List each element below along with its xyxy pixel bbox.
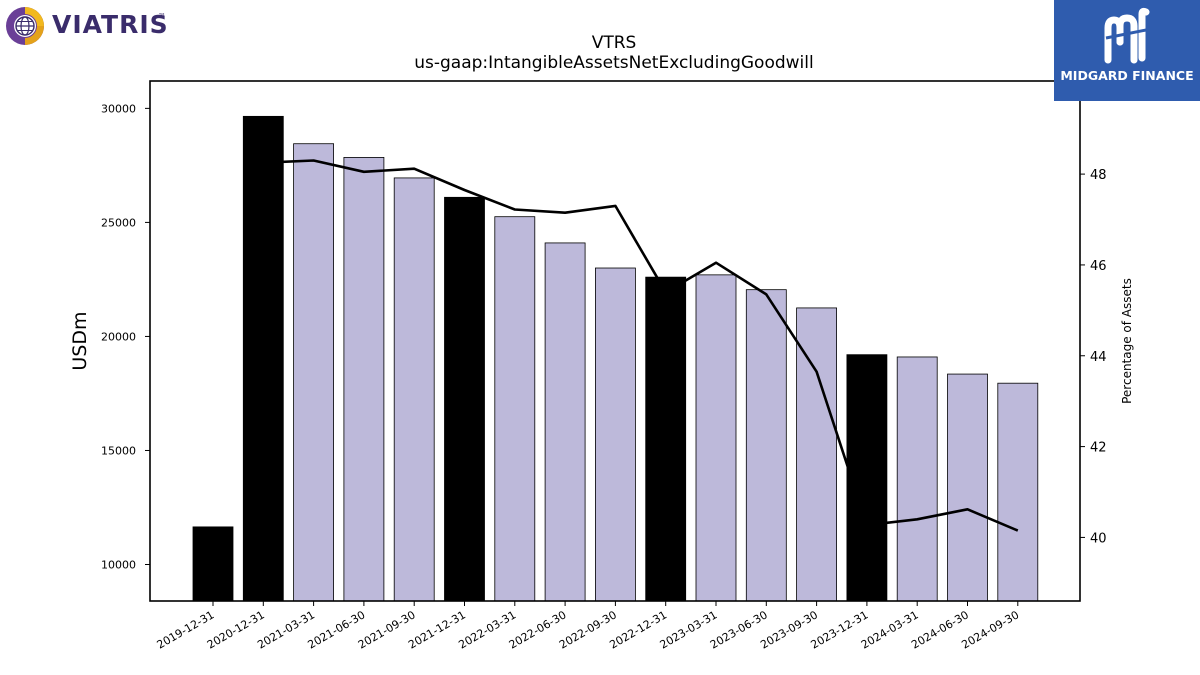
- bar-2021-12-31: [444, 196, 485, 602]
- viatris-logo: VIATRIS ™: [4, 4, 174, 48]
- bar-2020-12-31: [242, 115, 284, 602]
- x-tick-label: 2024-09-30: [959, 608, 1021, 651]
- bar-2023-09-30: [796, 307, 837, 602]
- bar-2022-06-30: [544, 242, 586, 602]
- bar-2023-12-31: [846, 354, 888, 602]
- y-tick-label: 15000: [101, 444, 136, 457]
- y2-tick-label: 48: [1090, 168, 1107, 183]
- bar-2024-09-30: [997, 382, 1039, 602]
- chart-subtitle: us-gaap:IntangibleAssetsNetExcludingGood…: [414, 53, 813, 73]
- y-tick-label: 30000: [101, 102, 136, 115]
- globe-icon: [6, 7, 44, 45]
- y2-tick-label: 42: [1090, 441, 1107, 456]
- percentage-line-series: [263, 159, 1019, 532]
- y-tick-label: 25000: [101, 216, 136, 229]
- y-tick-label: 20000: [101, 330, 136, 343]
- bar-2024-06-30: [947, 373, 988, 602]
- y2-tick-label: 46: [1090, 259, 1107, 274]
- y2-axis-label: Percentage of Assets: [1120, 278, 1134, 404]
- bar-series: [192, 115, 1039, 602]
- y2-tick-label: 44: [1090, 350, 1107, 365]
- bar-2022-03-31: [494, 216, 536, 602]
- bar-2019-12-31: [192, 526, 234, 602]
- bar-2022-12-31: [645, 276, 687, 602]
- bar-2021-03-31: [293, 143, 335, 602]
- bar-2021-06-30: [343, 157, 385, 602]
- chart-title: VTRS: [592, 33, 637, 53]
- bar-2023-06-30: [745, 289, 787, 602]
- bar-2021-09-30: [393, 177, 435, 602]
- bar-2024-03-31: [896, 356, 938, 602]
- bar-2023-03-31: [695, 274, 737, 602]
- midgard-m-icon: [1104, 7, 1150, 64]
- bar-2022-09-30: [595, 267, 636, 602]
- trademark-mark: ™: [158, 12, 166, 21]
- percentage-line: [263, 159, 1019, 532]
- y2-tick-label: 40: [1090, 531, 1107, 546]
- viatris-wordmark: VIATRIS: [52, 10, 169, 39]
- y-axis-label: USDm: [69, 311, 91, 370]
- midgard-finance-logo: MIDGARD FINANCE: [1054, 0, 1200, 101]
- y-tick-label: 10000: [101, 559, 136, 572]
- midgard-wordmark: MIDGARD FINANCE: [1060, 68, 1194, 83]
